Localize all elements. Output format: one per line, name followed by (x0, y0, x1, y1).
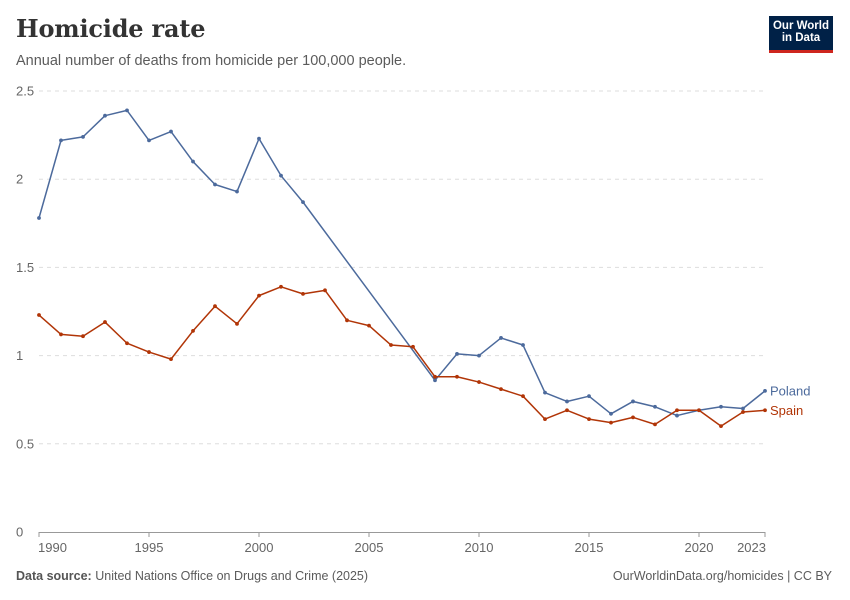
logo-line-2: in Data (781, 32, 821, 44)
x-tick-label: 1995 (135, 540, 164, 555)
spain-data-point[interactable] (301, 291, 305, 296)
poland-data-point[interactable] (587, 394, 591, 399)
spain-data-point[interactable] (741, 410, 745, 414)
poland-data-point[interactable] (59, 138, 63, 143)
footer-url-license[interactable]: OurWorldinData.org/homicides | CC BY (612, 569, 832, 583)
poland-data-point[interactable] (147, 138, 151, 143)
x-tick-label: 2005 (355, 540, 384, 555)
spain-data-point[interactable] (653, 422, 657, 427)
data-source-text[interactable]: United Nations Office on Drugs and Crime… (95, 569, 369, 583)
spain-data-point[interactable] (631, 415, 635, 420)
x-tick-label: 2015 (575, 540, 604, 555)
poland-data-point[interactable] (521, 343, 525, 347)
spain-data-point[interactable] (609, 420, 613, 425)
data-source-label: Data source: (16, 569, 92, 583)
spain-data-point[interactable] (279, 284, 283, 289)
spain-data-point[interactable] (191, 329, 195, 333)
poland-data-point[interactable] (499, 336, 503, 340)
spain-data-point[interactable] (697, 408, 701, 413)
poland-series-label[interactable]: Poland (770, 383, 810, 398)
poland-data-point[interactable] (103, 113, 107, 118)
poland-data-point[interactable] (433, 378, 437, 383)
spain-data-point[interactable] (389, 343, 393, 347)
poland-data-point[interactable] (301, 200, 305, 205)
y-tick-label: 1.5 (16, 260, 34, 275)
spain-data-point[interactable] (565, 408, 569, 413)
poland-data-point[interactable] (763, 388, 767, 393)
spain-data-point[interactable] (411, 344, 415, 349)
y-tick-label: 1 (16, 348, 23, 363)
poland-data-point[interactable] (609, 411, 613, 416)
x-tick-label: 2023 (737, 540, 766, 555)
poland-data-point[interactable] (455, 351, 459, 356)
spain-data-point[interactable] (719, 424, 723, 429)
poland-data-point[interactable] (719, 404, 723, 409)
y-tick-label: 0.5 (16, 436, 34, 451)
spain-data-point[interactable] (125, 341, 129, 346)
poland-data-point[interactable] (235, 189, 239, 194)
x-tick-label: 1990 (38, 540, 67, 555)
poland-data-point[interactable] (169, 129, 173, 134)
spain-data-point[interactable] (521, 394, 525, 399)
poland-data-point[interactable] (37, 216, 41, 220)
spain-data-point[interactable] (103, 320, 107, 324)
axis-layer: 0 0.5 1 1.5 2 2.5 1990 1995 2000 2005 2010 2015 2020… (16, 84, 766, 556)
poland-data-point[interactable] (257, 136, 261, 141)
spain-data-point[interactable] (499, 387, 503, 392)
data-source: Data source: United Nations Office on Dr… (16, 569, 368, 583)
spain-data-point[interactable] (345, 318, 349, 323)
poland-data-point[interactable] (565, 399, 569, 404)
x-tick-label: 2020 (685, 540, 714, 555)
poland-data-point[interactable] (279, 173, 283, 178)
poland-data-point[interactable] (213, 182, 217, 187)
poland-data-point[interactable] (675, 413, 679, 418)
poland-data-point[interactable] (741, 406, 745, 411)
poland-data-point[interactable] (543, 390, 547, 395)
logo-line-1: Our World (772, 20, 829, 32)
spain-data-point[interactable] (81, 334, 85, 339)
y-tick-label: 0 (16, 525, 23, 540)
poland-data-point[interactable] (653, 404, 657, 409)
spain-series-line[interactable] (38, 286, 766, 427)
poland-data-point[interactable] (81, 134, 85, 139)
spain-data-point[interactable] (213, 304, 217, 309)
series-label-layer: Poland Spain (770, 383, 810, 417)
spain-data-point[interactable] (587, 417, 591, 421)
spain-data-point[interactable] (323, 288, 327, 293)
poland-data-point[interactable] (477, 353, 481, 358)
grid-layer (39, 90, 765, 445)
spain-data-point[interactable] (543, 417, 547, 421)
poland-series-line[interactable] (38, 109, 766, 417)
spain-data-point[interactable] (675, 408, 679, 413)
chart-title: Homicide rate (16, 14, 206, 43)
spain-data-point[interactable] (763, 408, 767, 413)
y-tick-label: 2.5 (16, 84, 34, 99)
spain-data-point[interactable] (433, 374, 437, 379)
series-layer (37, 108, 767, 429)
chart-subtitle: Annual number of deaths from homicide pe… (16, 53, 407, 69)
spain-series-label[interactable]: Spain (770, 403, 803, 418)
poland-data-point[interactable] (191, 159, 195, 164)
owid-logo[interactable]: Our World in Data (769, 16, 833, 53)
poland-data-point[interactable] (631, 399, 635, 404)
x-tick-label: 2000 (245, 540, 274, 555)
poland-data-point[interactable] (125, 108, 129, 113)
spain-data-point[interactable] (37, 313, 41, 317)
spain-data-point[interactable] (235, 321, 239, 326)
spain-data-point[interactable] (147, 350, 151, 354)
y-tick-label: 2 (16, 172, 23, 187)
spain-data-point[interactable] (455, 374, 459, 379)
spain-data-point[interactable] (59, 332, 63, 337)
x-tick-label: 2010 (465, 540, 494, 555)
spain-data-point[interactable] (477, 380, 481, 384)
spain-data-point[interactable] (169, 357, 173, 362)
spain-data-point[interactable] (367, 323, 371, 328)
spain-data-point[interactable] (257, 293, 261, 298)
